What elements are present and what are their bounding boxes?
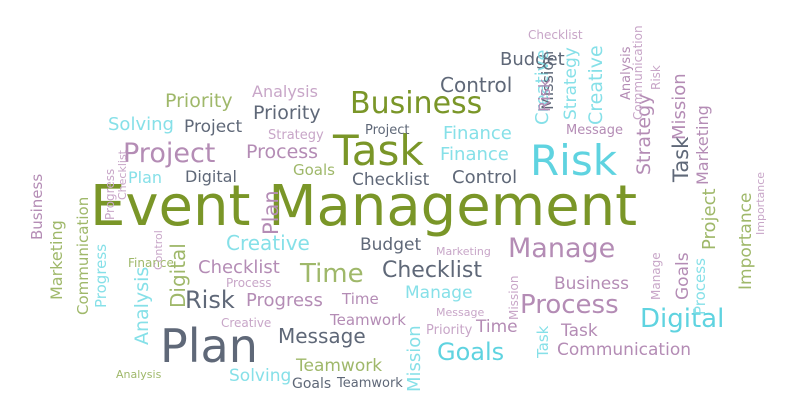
cloud-word: Time [299,259,364,289]
cloud-word: Manage [649,252,663,300]
cloud-word: Control [452,167,517,188]
cloud-word: Strategy [633,94,655,175]
cloud-word: Mission [538,51,557,110]
cloud-word: Checklist [198,257,280,278]
cloud-word: Plan [160,319,258,373]
cloud-word: Importance [736,193,756,290]
cloud-word: Risk [649,65,663,90]
cloud-word: Manage [508,233,615,264]
cloud-word: Progress [103,169,117,220]
cloud-word: Importance [754,172,767,235]
cloud-word: Business [554,274,629,294]
cloud-word: Plan [128,168,162,187]
cloud-word: Checklist [528,28,583,42]
cloud-word: Communication [557,340,691,360]
cloud-word: Time [341,290,379,308]
cloud-word: Task [560,321,598,341]
cloud-word: Budget [500,49,565,70]
cloud-word: Process [691,258,709,315]
cloud-word: Project [123,138,215,169]
cloud-word: Analysis [252,82,318,101]
cloud-word: Goals [292,376,331,392]
cloud-word: Digital [185,167,237,186]
cloud-word: Risk [185,286,235,314]
cloud-word: Project [365,123,409,138]
cloud-word: Creative [532,50,553,125]
cloud-word: Business [28,174,46,240]
cloud-word: Task [332,126,424,175]
cloud-word: Marketing [436,245,491,258]
cloud-word: Task [534,325,552,359]
cloud-word: Strategy [268,128,324,143]
cloud-word: Risk [535,78,554,112]
cloud-word: Manage [405,283,473,303]
title-word: Event Management [90,174,637,239]
cloud-word: Process [226,276,272,290]
cloud-word: Communication [631,25,645,120]
cloud-word: Process [246,141,318,163]
cloud-word: Finance [443,123,512,144]
cloud-word: Project [699,188,720,250]
cloud-word: Marketing [47,220,66,300]
cloud-word: Analysis [619,46,634,100]
cloud-word: Mission [507,276,521,320]
cloud-word: Time [475,317,518,337]
cloud-word: Priority [165,90,233,112]
cloud-word: Teamwork [295,356,382,376]
cloud-word: Creative [221,316,271,330]
cloud-word: Creative [585,45,607,125]
cloud-word: Checklist [352,170,430,190]
cloud-word: Goals [293,161,335,179]
cloud-word: Project [184,117,242,137]
cloud-word: Message [436,306,484,319]
cloud-word: Teamwork [336,376,403,391]
cloud-word: Digital [166,243,190,308]
cloud-word: Progress [246,290,323,311]
cloud-word: Digital [640,304,724,334]
cloud-word: Message [278,324,366,348]
cloud-word: Control [440,73,512,97]
cloud-word: Priority [253,102,321,124]
cloud-word: Budget [360,235,421,255]
cloud-word: Priority [426,323,473,338]
cloud-word: Marketing [693,105,712,185]
cloud-word: Finance [440,144,509,165]
cloud-word: Checklist [382,258,482,283]
cloud-word: Solving [108,114,174,135]
cloud-word: Progress [92,244,110,308]
cloud-word: Goals [673,252,693,300]
cloud-word: Task [669,136,693,183]
cloud-word: Checklist [116,149,129,200]
cloud-word: Communication [74,197,92,315]
cloud-word: Plan [259,190,283,235]
cloud-word: Goals [437,338,504,366]
cloud-word: Analysis [131,267,153,345]
cloud-word: Business [350,86,482,121]
cloud-word: Solving [229,366,291,386]
cloud-word: Process [520,290,619,320]
cloud-word: Strategy [561,47,581,120]
cloud-word: Risk [530,136,618,185]
cloud-word: Teamwork [329,311,406,329]
cloud-word: Finance [128,256,174,270]
cloud-word: Mission [404,325,425,392]
cloud-word: Creative [226,231,310,255]
cloud-word: Message [566,123,623,138]
cloud-word: Control [152,230,165,270]
cloud-word: Analysis [116,368,162,381]
cloud-word: Mission [669,73,690,140]
